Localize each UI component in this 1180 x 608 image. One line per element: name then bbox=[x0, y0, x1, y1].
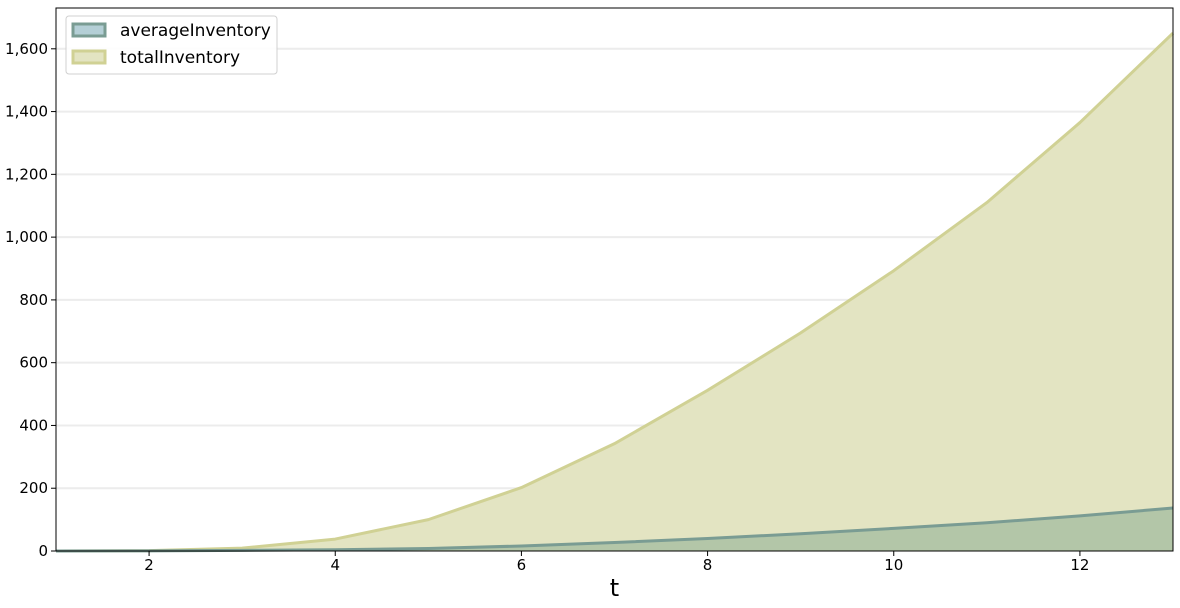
y-tick-label: 1,200 bbox=[5, 165, 48, 183]
x-tick-label: 8 bbox=[703, 556, 713, 574]
line-averageInventory bbox=[55, 506, 1174, 553]
y-tick-label: 200 bbox=[19, 479, 48, 497]
x-tick-label: 2 bbox=[144, 556, 154, 574]
grid-layer bbox=[56, 47, 1173, 490]
area-totalInventory bbox=[56, 33, 1173, 552]
plot-frame bbox=[55, 7, 1174, 552]
legend-label-totalInventory: totalInventory bbox=[120, 48, 240, 68]
y-tick-label: 400 bbox=[19, 416, 48, 434]
x-axis-title: t bbox=[610, 574, 619, 602]
legend-swatch-totalInventory bbox=[71, 49, 107, 65]
y-tick-label: 800 bbox=[19, 291, 48, 309]
area-layer bbox=[55, 32, 1175, 553]
y-tick-label: 0 bbox=[38, 542, 48, 560]
y-tick-label: 1,600 bbox=[5, 40, 48, 58]
legend-swatch-averageInventory bbox=[71, 22, 107, 38]
x-tick-label: 10 bbox=[884, 556, 903, 574]
line-totalInventory bbox=[55, 32, 1175, 553]
legend-box bbox=[65, 15, 278, 75]
y-tick-label: 1,000 bbox=[5, 228, 48, 246]
legend-label-averageInventory: averageInventory bbox=[120, 21, 271, 41]
y-tick-label: 1,400 bbox=[5, 103, 48, 121]
frame-layer bbox=[55, 7, 1174, 552]
x-tick-label: 6 bbox=[517, 556, 527, 574]
y-tick-label: 600 bbox=[19, 354, 48, 372]
x-tick-label: 12 bbox=[1070, 556, 1089, 574]
area-averageInventory bbox=[56, 507, 1173, 551]
tick-layer: 2 4 6 8 10 12 0 200 400 600 800 1,000 1,200 1,400 1,60… bbox=[5, 40, 1089, 574]
legend: averageInventory totalInventory bbox=[65, 15, 278, 75]
x-tick-label: 4 bbox=[330, 556, 340, 574]
